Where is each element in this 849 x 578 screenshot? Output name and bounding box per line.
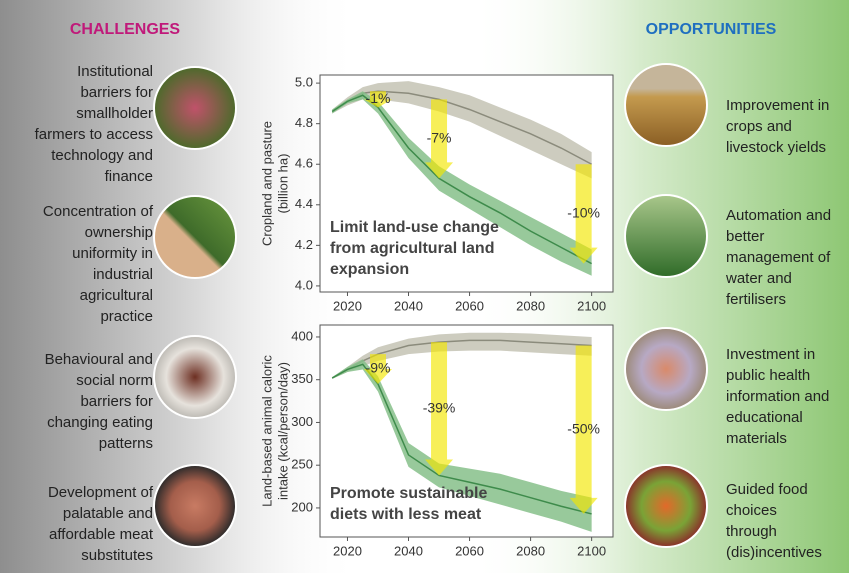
challenge-text: technology and: [51, 147, 153, 164]
opportunity-text: information and: [726, 388, 829, 405]
photos: [153, 63, 708, 548]
x-tick-label: 2040: [394, 543, 423, 558]
chart-caption: Promote sustainable: [330, 485, 487, 502]
opportunity-text: livestock yields: [726, 139, 826, 156]
photo: [624, 327, 708, 411]
photo: [624, 63, 708, 147]
y-axis-label: (billion ha): [275, 154, 290, 214]
y-tick-label: 4.2: [295, 237, 313, 252]
opportunities-title: OPPORTUNITIES: [646, 21, 777, 38]
challenge-text: Behavioural and: [45, 351, 153, 368]
challenge-text: patterns: [99, 435, 153, 452]
band: [332, 359, 592, 532]
y-tick-label: 350: [291, 371, 313, 386]
x-tick-label: 2080: [516, 298, 545, 313]
y-tick-label: 4.4: [295, 196, 313, 211]
y-axis-label: intake (kcal/person/day): [275, 362, 290, 500]
challenge-text: barriers for: [80, 84, 153, 101]
y-tick-label: 400: [291, 328, 313, 343]
x-tick-label: 2100: [577, 298, 606, 313]
photo: [153, 66, 237, 150]
y-tick-label: 250: [291, 457, 313, 472]
arrow: [425, 99, 454, 179]
arrow-label: -7%: [427, 130, 452, 146]
y-axis-label: Cropland and pasture: [259, 121, 274, 246]
x-tick-label: 2060: [455, 543, 484, 558]
arrow-label: -9%: [366, 360, 391, 376]
y-axis-label: Land-based animal caloric: [259, 355, 274, 507]
y-tick-label: 4.0: [295, 277, 313, 292]
challenge-text: Institutional: [77, 63, 153, 80]
chart-caption: expansion: [330, 261, 409, 278]
line: [331, 363, 592, 515]
arrow-label: -10%: [567, 205, 600, 221]
arrow: [569, 164, 598, 264]
y-tick-label: 300: [291, 414, 313, 429]
y-tick-label: 4.6: [295, 156, 313, 171]
challenge-text: uniformity in: [72, 245, 153, 262]
opportunity-text: Automation and: [726, 207, 831, 224]
y-tick-label: 200: [291, 499, 313, 514]
opportunity-text: management of: [726, 249, 831, 266]
x-tick-label: 2020: [333, 298, 362, 313]
opportunity-text: crops and: [726, 118, 792, 135]
y-tick-label: 5.0: [295, 75, 313, 90]
challenge-text: barriers for: [80, 393, 153, 410]
chart-caption: diets with less meat: [330, 506, 482, 523]
x-tick-label: 2020: [333, 543, 362, 558]
x-tick-label: 2100: [577, 543, 606, 558]
opportunity-text: Improvement in: [726, 97, 829, 114]
photo: [624, 194, 708, 278]
challenges-title: CHALLENGES: [70, 21, 181, 38]
x-tick-label: 2040: [394, 298, 423, 313]
challenge-text: changing eating: [47, 414, 153, 431]
challenge-text: Concentration of: [43, 203, 154, 220]
band: [332, 332, 592, 379]
chart-caption: Limit land-use change: [330, 219, 499, 236]
arrow-label: -50%: [567, 420, 600, 436]
challenge-text: industrial: [93, 266, 153, 283]
arrow-label: -39%: [423, 399, 456, 415]
band: [332, 81, 592, 179]
challenge-text: affordable meat: [49, 526, 154, 543]
challenge-text: smallholder: [76, 105, 153, 122]
photo: [624, 464, 708, 548]
challenge-text: farmers to access: [35, 126, 153, 143]
photo: [153, 464, 237, 548]
opportunity-text: (dis)incentives: [726, 544, 822, 561]
opportunity-text: Investment in: [726, 346, 815, 363]
opportunity-text: Guided food: [726, 481, 808, 498]
photo: [153, 335, 237, 419]
line: [331, 94, 592, 265]
challenge-text: social norm: [76, 372, 153, 389]
arrow: [425, 342, 454, 476]
x-tick-label: 2080: [516, 543, 545, 558]
challenge-text: palatable and: [63, 505, 153, 522]
challenge-text: finance: [105, 168, 153, 185]
opportunity-text: choices: [726, 502, 777, 519]
arrow: [363, 354, 392, 384]
challenge-text: ownership: [85, 224, 153, 241]
arrow: [569, 345, 598, 514]
y-tick-label: 4.8: [295, 115, 313, 130]
opportunity-text: fertilisers: [726, 291, 786, 308]
opportunity-text: public health: [726, 367, 810, 384]
opportunity-text: better: [726, 228, 764, 245]
photo: [153, 195, 237, 279]
challenge-text: Development of: [48, 484, 154, 501]
arrow: [363, 91, 392, 108]
chart-caption: from agricultural land: [330, 240, 494, 257]
opportunity-text: water and: [725, 270, 792, 287]
arrow-label: -1%: [366, 90, 391, 106]
challenge-text: practice: [100, 308, 153, 325]
opportunity-text: educational: [726, 409, 803, 426]
opportunity-text: materials: [726, 430, 787, 447]
challenge-text: substitutes: [81, 547, 153, 564]
challenge-text: agricultural: [80, 287, 153, 304]
x-tick-label: 2060: [455, 298, 484, 313]
opportunity-text: through: [726, 523, 777, 540]
